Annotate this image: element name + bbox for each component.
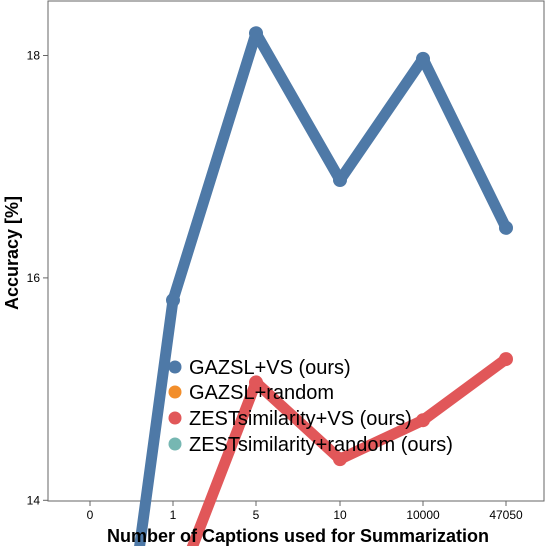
data-point (333, 452, 347, 467)
legend-label: ZESTsimilarity+random (ours) (189, 434, 453, 456)
x-tick-label: 47050 (489, 508, 523, 522)
series-line (134, 27, 512, 546)
plot-frame (47, 0, 545, 502)
y-tick-label: 14 (27, 493, 41, 507)
y-axis: 1012141618 (27, 49, 48, 507)
legend-label: ZESTsimilarity+VS (ours) (189, 408, 412, 430)
legend-swatch (168, 385, 182, 399)
legend-swatch (168, 411, 182, 425)
x-tick-label: 1 (170, 508, 177, 522)
data-point (416, 51, 430, 66)
y-tick-label: 16 (27, 271, 41, 285)
data-point (249, 26, 263, 41)
legend: GAZSL+VS (ours) GAZSL+random ZESTsimilarit… (168, 357, 453, 456)
data-point (499, 220, 513, 235)
x-axis: 0 1 5 10 10000 47050 (87, 501, 523, 522)
series-line (186, 353, 512, 546)
x-tick-label: 10000 (406, 508, 440, 522)
data-point (249, 375, 263, 390)
x-axis-title: Number of Captions used for Summarizatio… (107, 526, 489, 546)
x-tick-label: 0 (87, 508, 94, 522)
y-axis-title: Accuracy [%] (2, 196, 22, 310)
data-point (333, 173, 347, 188)
data-point (416, 413, 430, 428)
data-point (499, 352, 513, 367)
series-lines (134, 27, 512, 546)
legend-label: GAZSL+VS (ours) (189, 357, 351, 379)
legend-swatch (168, 360, 182, 374)
x-tick-label: 5 (253, 508, 260, 522)
series-points (166, 26, 513, 467)
x-tick-label: 10 (333, 508, 347, 522)
data-point (166, 293, 180, 308)
legend-label: GAZSL+random (189, 382, 334, 404)
legend-swatch (168, 437, 182, 451)
y-tick-label: 18 (27, 49, 41, 63)
